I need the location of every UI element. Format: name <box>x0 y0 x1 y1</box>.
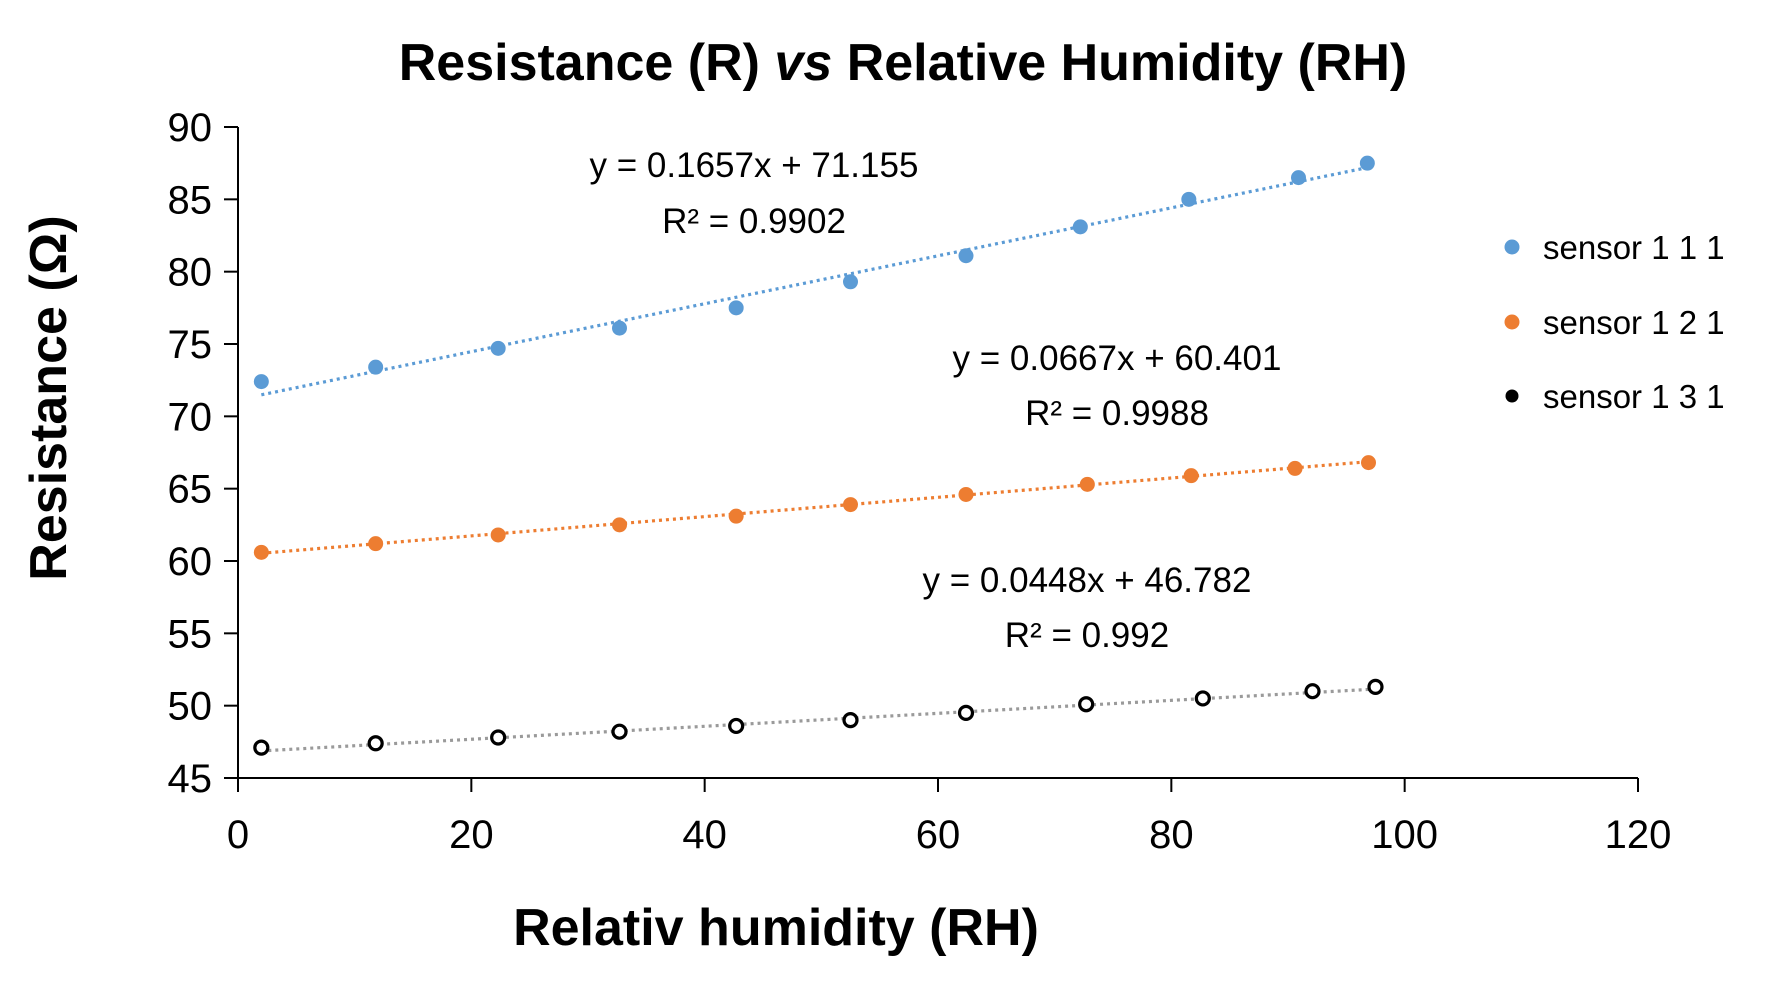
trendline-equations: y = 0.1657x + 71.155 R² = 0.9902 y = 0.066… <box>590 146 1282 655</box>
data-point-series-1 <box>728 300 744 316</box>
x-tick-label: 100 <box>1371 813 1438 857</box>
data-point-series-2 <box>1287 460 1303 476</box>
data-point-series-3 <box>1078 696 1095 713</box>
y-tick-label: 55 <box>168 612 213 656</box>
legend-marker-series-3 <box>1505 389 1519 403</box>
data-point-series-3 <box>842 712 859 729</box>
data-point-series-2 <box>728 508 744 524</box>
x-tick-label: 40 <box>682 813 727 857</box>
y-tick-label: 50 <box>168 685 213 729</box>
x-tick-label: 120 <box>1605 813 1672 857</box>
data-point-series-3 <box>253 739 270 756</box>
r-squared-series-1: R² = 0.9902 <box>662 202 846 241</box>
trendline-equation-series-2: y = 0.0667x + 60.401 <box>953 339 1282 378</box>
data-point-series-2 <box>1079 476 1095 492</box>
data-point-series-3 <box>1304 683 1321 700</box>
y-tick-label: 75 <box>168 323 213 367</box>
data-point-series-3 <box>728 717 745 735</box>
data-point-series-2 <box>843 497 858 513</box>
data-point-series-2 <box>958 486 974 502</box>
data-point-series-3 <box>957 704 975 722</box>
data-point-series-2 <box>368 536 384 552</box>
trendline-equation-series-3: y = 0.0448x + 46.782 <box>923 561 1252 600</box>
legend: sensor 1 1 1 sensor 1 2 1 sensor 1 3 1 <box>1504 229 1725 415</box>
y-tick-label: 65 <box>168 468 213 512</box>
data-point-series-2 <box>1183 468 1199 484</box>
data-point-series-3 <box>1367 678 1384 695</box>
x-tick-label: 80 <box>1149 813 1194 857</box>
data-points <box>253 155 1384 756</box>
legend-marker-series-2 <box>1504 314 1520 330</box>
axes: 45 50 55 60 65 70 75 80 85 90 0 20 40 60 80 100 120 <box>168 106 1672 857</box>
legend-label-series-2: sensor 1 2 1 <box>1543 304 1725 341</box>
data-point-series-2 <box>1361 455 1376 471</box>
data-point-series-1 <box>253 374 269 390</box>
data-point-series-1 <box>1291 170 1306 186</box>
legend-label-series-1: sensor 1 1 1 <box>1543 229 1725 266</box>
r-squared-series-3: R² = 0.992 <box>1005 616 1169 655</box>
y-tick-label: 60 <box>168 540 213 584</box>
chart-title-vs: vs <box>774 34 832 92</box>
x-axis-title: Relativ humidity (RH) <box>513 899 1039 957</box>
data-point-series-2 <box>612 517 627 533</box>
x-tick-label: 20 <box>449 813 494 857</box>
y-axis-title: Resistance (Ω) <box>20 215 78 580</box>
data-point-series-3 <box>1194 690 1211 707</box>
data-point-series-3 <box>490 729 507 746</box>
r-squared-series-2: R² = 0.9988 <box>1025 394 1209 433</box>
legend-label-series-3: sensor 1 3 1 <box>1543 378 1725 415</box>
data-point-series-1 <box>1181 191 1197 207</box>
data-point-series-3 <box>367 735 384 752</box>
chart-title-part-2: Relative Humidity (RH) <box>832 34 1407 92</box>
y-tick-label: 90 <box>168 106 213 150</box>
y-tick-label: 45 <box>168 757 213 801</box>
data-point-series-1 <box>368 359 384 375</box>
trendline-equation-series-1: y = 0.1657x + 71.155 <box>590 146 919 185</box>
data-point-series-2 <box>490 527 506 543</box>
data-point-series-1 <box>958 248 974 264</box>
legend-marker-series-1 <box>1504 239 1520 255</box>
y-tick-label: 85 <box>168 178 213 222</box>
data-point-series-2 <box>253 544 269 560</box>
y-tick-label: 80 <box>168 251 213 295</box>
chart-title: Resistance (R) vs Relative Humidity (RH) <box>399 34 1408 92</box>
data-point-series-1 <box>612 320 627 336</box>
data-point-series-1 <box>1072 219 1088 235</box>
x-tick-label: 0 <box>227 813 249 857</box>
trendlines <box>261 165 1376 753</box>
data-point-series-1 <box>1359 155 1375 171</box>
data-point-series-1 <box>490 340 506 356</box>
chart-title-part-1: Resistance (R) <box>399 34 775 92</box>
data-point-series-1 <box>843 274 858 290</box>
data-point-series-3 <box>611 723 628 740</box>
y-tick-label: 70 <box>168 395 213 439</box>
x-tick-label: 60 <box>916 813 961 857</box>
trendline-series-2 <box>261 460 1370 555</box>
